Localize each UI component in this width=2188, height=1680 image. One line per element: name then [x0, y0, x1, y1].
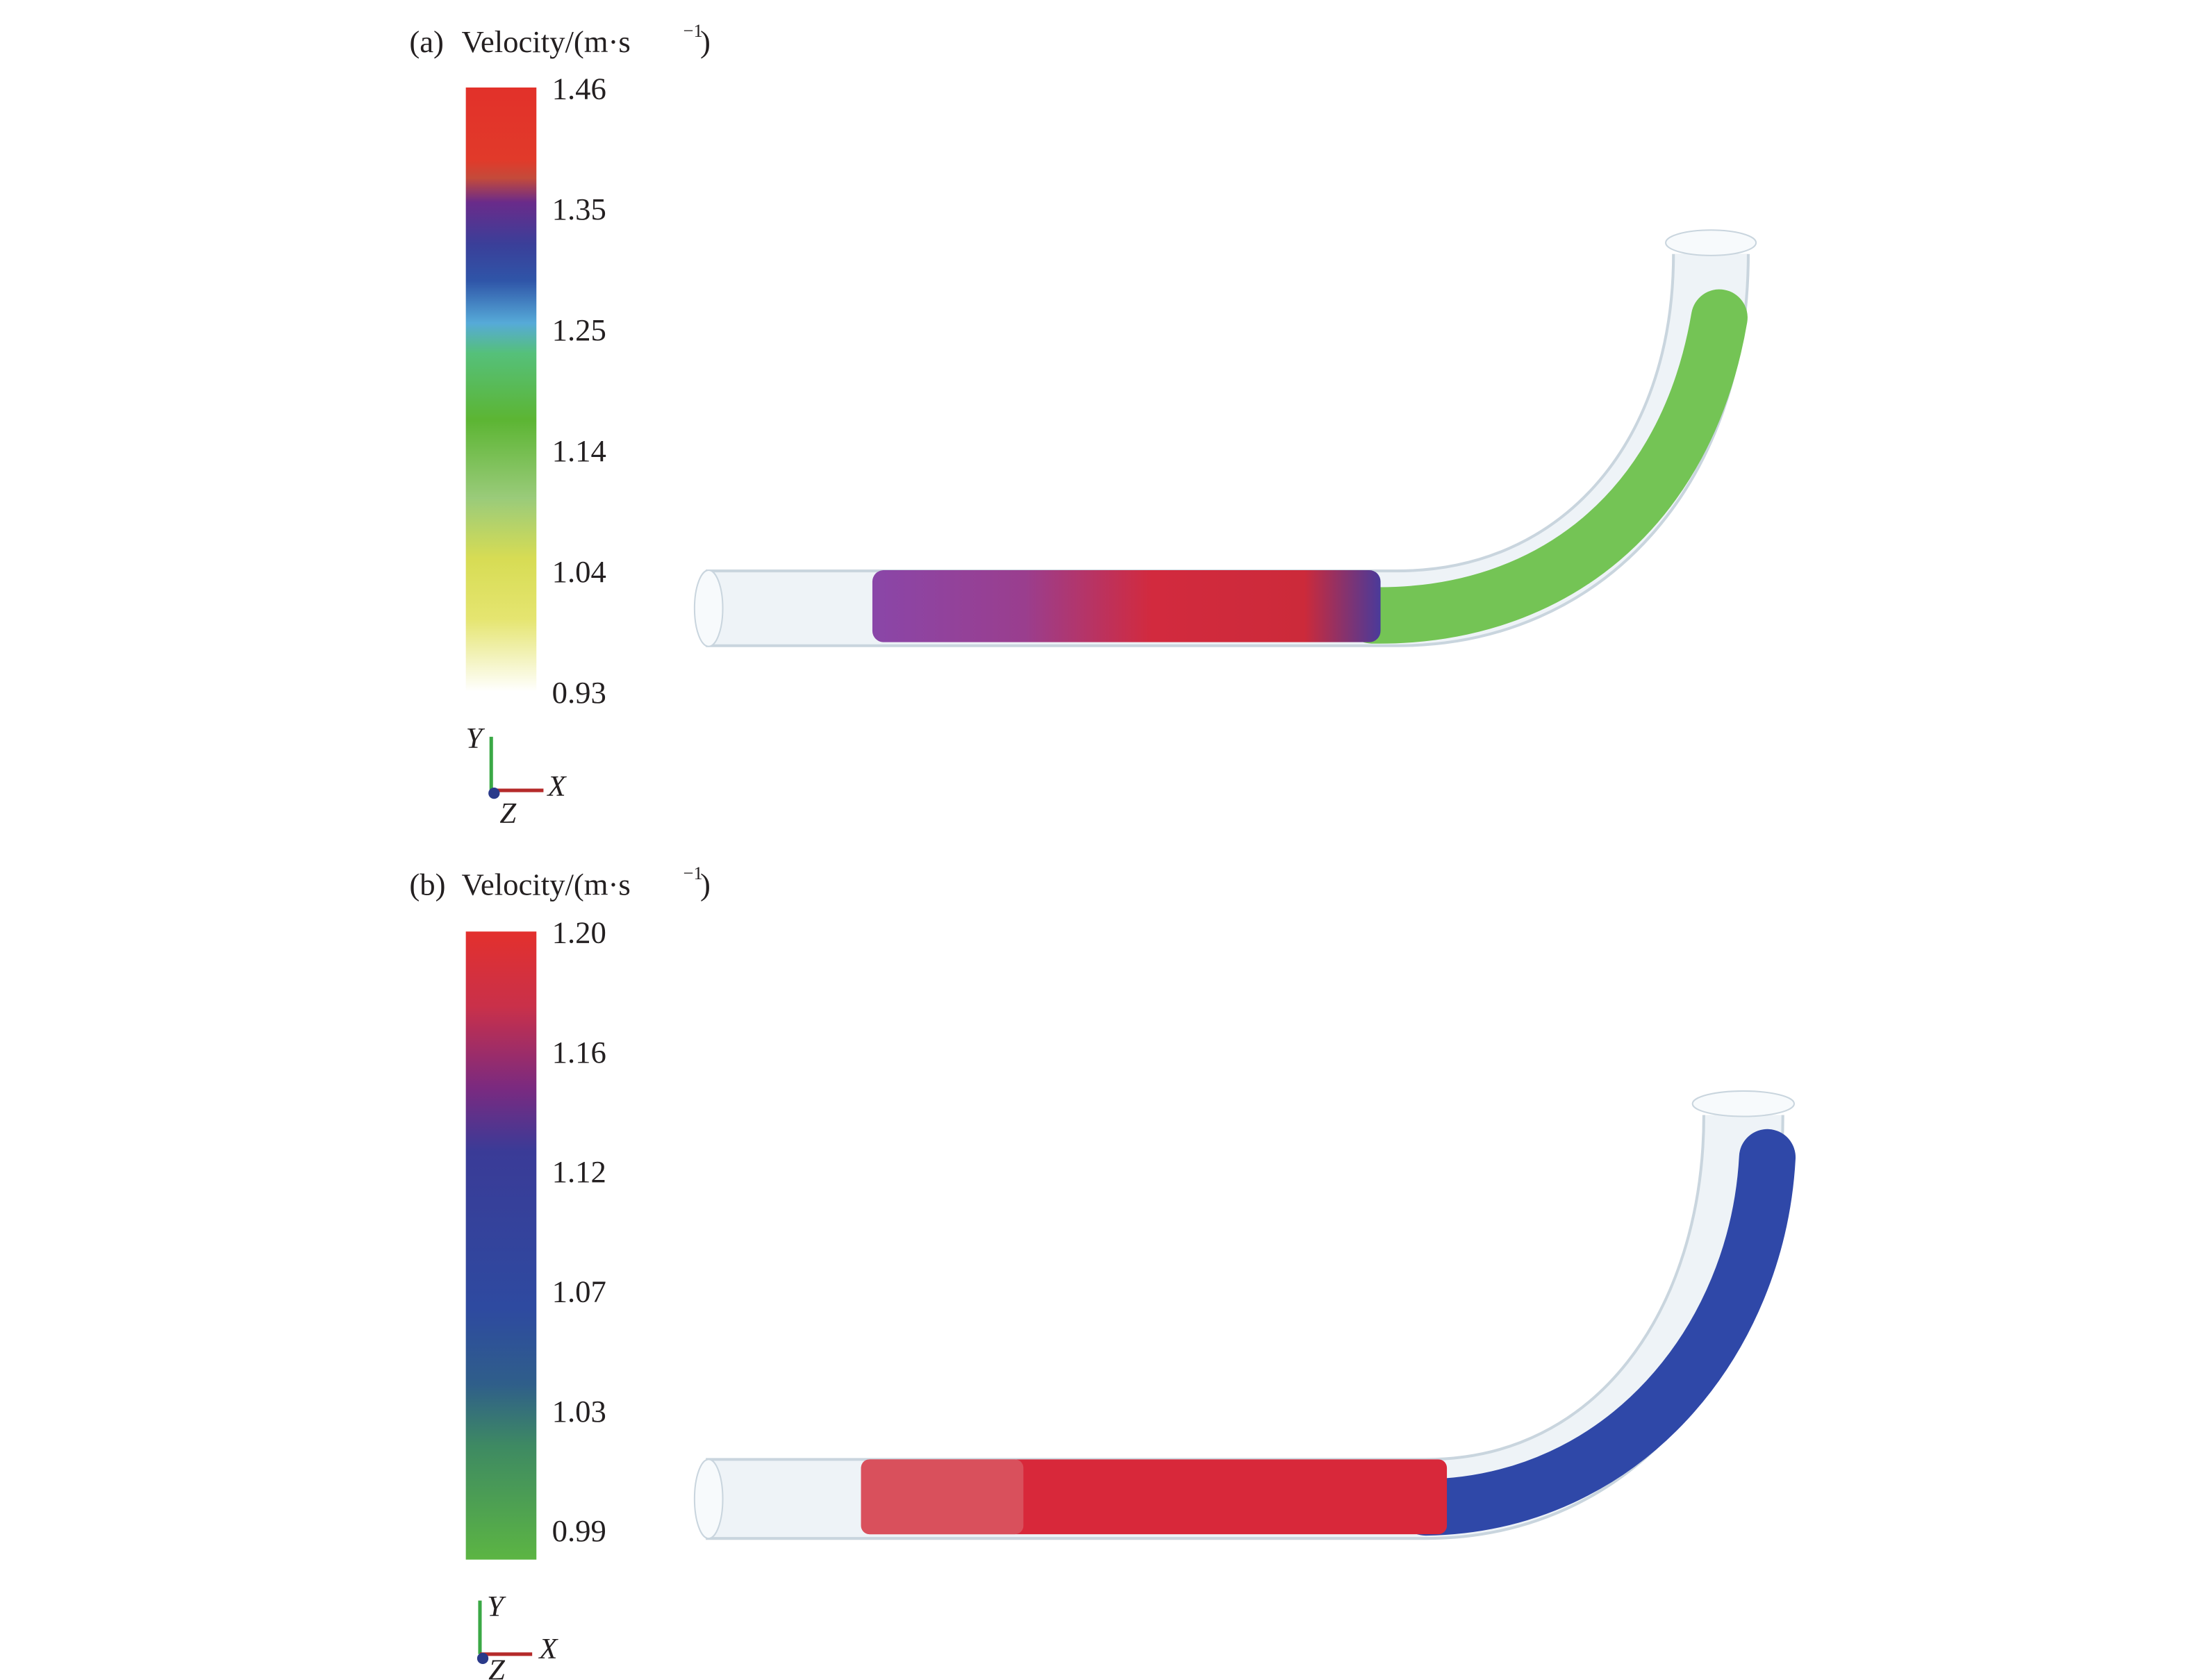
colorbar-tick-label: 1.16 — [552, 1035, 606, 1070]
axis-label: Z — [499, 797, 517, 830]
colorbar — [465, 931, 537, 1560]
axis-label: X — [547, 770, 567, 803]
panel-label: (a) — [409, 24, 444, 59]
pipe-end — [693, 1458, 724, 1540]
panel-a: (a) Velocity/(m·s −1 ) 1.461.351.251.141… — [409, 20, 1757, 830]
particles — [1397, 1129, 1796, 1536]
axis-label: Y — [466, 722, 486, 755]
colorbar-tick-label: 1.04 — [552, 554, 606, 589]
axis-label: Y — [487, 1590, 506, 1623]
particles — [861, 1459, 1024, 1535]
axis-triad — [476, 1600, 533, 1665]
colorbar-tick-label: 0.93 — [552, 675, 606, 710]
colorbar-tick-label: 1.25 — [552, 313, 606, 347]
colorbar-title: Velocity/(m·s — [462, 24, 631, 59]
axis-triad — [488, 736, 544, 799]
axis-label: X — [538, 1633, 558, 1665]
pipe-end — [1691, 1090, 1796, 1117]
ticks-a: 1.46 1.35 1.25 1.14 1.04 0.93 — [552, 71, 606, 710]
panel-label: (b) — [409, 867, 445, 901]
panel-b: (b) Velocity/(m·s −1 ) 1.201.161.121.071… — [409, 863, 1796, 1680]
axis-label: Z — [488, 1654, 506, 1680]
pipe-end — [693, 569, 724, 647]
colorbar-tick-label: 1.12 — [552, 1154, 606, 1189]
colorbar-tick-label: 1.20 — [552, 915, 606, 950]
colorbar-tick-label: 1.14 — [552, 433, 606, 468]
title-exponent: −1 — [683, 20, 703, 41]
title-close: ) — [700, 24, 711, 59]
colorbar-tick-label: 1.03 — [552, 1394, 606, 1429]
particles — [872, 570, 1381, 642]
colorbar-tick-label: 1.46 — [552, 71, 606, 106]
colorbar — [465, 88, 537, 692]
colorbar-tick-label: 0.99 — [552, 1513, 606, 1548]
pipe-end — [1665, 229, 1757, 256]
colorbar-tick-label: 1.07 — [552, 1274, 606, 1309]
colorbar-title: Velocity/(m·s — [462, 867, 631, 901]
title-exponent: −1 — [683, 863, 703, 883]
particles — [1343, 289, 1748, 644]
colorbar-tick-label: 1.35 — [552, 192, 606, 226]
title-close: ) — [700, 867, 711, 901]
ticks-b: 1.20 1.16 1.12 1.07 1.03 0.99 — [552, 915, 606, 1549]
